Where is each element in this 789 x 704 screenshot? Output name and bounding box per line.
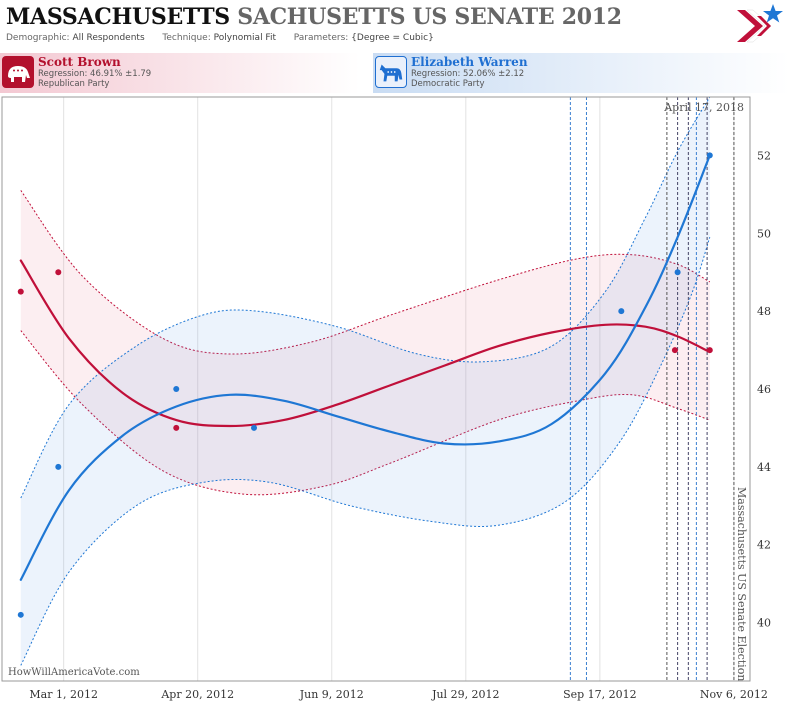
title-race: SACHUSETTS US SENATE 2012 — [237, 4, 622, 30]
y-tick-label-2: 44 — [757, 461, 771, 474]
y-tick-label-1: 42 — [757, 539, 771, 552]
rep-candidate-name: Scott Brown — [38, 55, 121, 69]
dem-poll-point-4 — [618, 308, 625, 315]
parameters-value: {Degree = Cubic} — [351, 33, 434, 43]
today-label: April 17, 2018 — [663, 101, 744, 114]
x-tick-label-0: Mar 1, 2012 — [29, 688, 98, 701]
dem-party: Democratic Party — [411, 79, 485, 89]
dem-poll-point-6 — [706, 152, 713, 159]
y-tick-label-5: 50 — [757, 227, 771, 240]
dem-poll-point-1 — [55, 463, 62, 470]
rep-band-upper — [20, 190, 711, 355]
page-title: MASSACHUSETTS SACHUSETTS US SENATE 2012 — [6, 4, 622, 30]
dem-poll-point-2 — [173, 386, 180, 392]
y-tick-label-6: 52 — [757, 149, 771, 162]
rep-poll-point-4 — [706, 347, 713, 354]
rep-band — [20, 190, 710, 495]
y-tick-label-3: 46 — [757, 383, 771, 396]
plot-frame — [1, 96, 751, 682]
poll-lines — [569, 97, 735, 681]
poll-points — [17, 152, 713, 618]
technique-label: Technique: — [162, 33, 211, 43]
fit-parameters: Demographic: All Respondents Technique: … — [6, 33, 434, 43]
dem-poll-point-5 — [674, 269, 681, 276]
x-tick-label-1: Apr 20, 2012 — [160, 688, 234, 701]
parameters-label: Parameters: — [293, 33, 349, 43]
dem-band — [20, 97, 710, 666]
y-tick-label-4: 48 — [757, 305, 771, 318]
fit-curves — [19, 154, 711, 581]
chart-header: MASSACHUSETTS SACHUSETTS US SENATE 2012 … — [0, 0, 789, 50]
x-tick-label-3: Jul 29, 2012 — [431, 688, 500, 701]
dem-poll-point-0 — [17, 611, 24, 618]
site-logo-icon — [737, 4, 783, 43]
election-label: Massachusetts US Senate Election — [735, 487, 748, 681]
donkey-icon — [375, 56, 407, 88]
rep-fit-line — [19, 259, 711, 428]
dem-poll-point-3 — [251, 424, 258, 431]
rep-poll-point-0 — [17, 288, 24, 295]
x-axis: Mar 1, 2012 Apr 20, 2012 Jun 9, 2012 Jul 29… — [29, 688, 768, 701]
legend-rep: Scott Brown Regression: 46.91% ±1.79 Rep… — [0, 53, 360, 93]
dem-band-upper — [20, 96, 711, 499]
y-axis: 40 42 44 46 48 50 52 — [757, 149, 771, 629]
dem-band-lower — [20, 237, 711, 666]
candidate-legend: Scott Brown Regression: 46.91% ±1.79 Rep… — [0, 53, 789, 93]
rep-poll-point-2 — [173, 424, 180, 431]
legend-dem: Elizabeth Warren Regression: 52.06% ±2.1… — [373, 53, 789, 93]
x-tick-label-4: Sep 17, 2012 — [563, 688, 637, 701]
dem-regression: Regression: 52.06% ±2.12 — [411, 69, 525, 79]
rep-regression: Regression: 46.91% ±1.79 — [38, 69, 152, 79]
dem-candidate-name: Elizabeth Warren — [411, 55, 528, 69]
chart-area: Mar 1, 2012 Apr 20, 2012 Jun 9, 2012 Jul 29… — [1, 96, 771, 701]
confidence-bands — [20, 96, 711, 666]
dem-fit-line — [19, 154, 711, 581]
title-state: MASSACHUSETTS — [6, 4, 230, 30]
chart-annotations: April 17, 2018 Massachusetts US Senate E… — [8, 101, 748, 681]
technique-value: Polynomial Fit — [213, 33, 276, 43]
elephant-icon — [2, 56, 34, 88]
rep-poll-point-1 — [55, 269, 62, 276]
watermark: HowWillAmericaVote.com — [8, 667, 140, 678]
y-tick-label-0: 40 — [757, 617, 771, 630]
rep-poll-point-3 — [671, 347, 678, 354]
demographic-value: All Respondents — [72, 33, 145, 43]
demographic-label: Demographic: — [6, 33, 70, 43]
x-tick-label-2: Jun 9, 2012 — [299, 688, 364, 701]
rep-band-lower — [20, 330, 710, 496]
x-tick-label-5: Nov 6, 2012 — [700, 688, 768, 701]
rep-party: Republican Party — [38, 79, 110, 89]
